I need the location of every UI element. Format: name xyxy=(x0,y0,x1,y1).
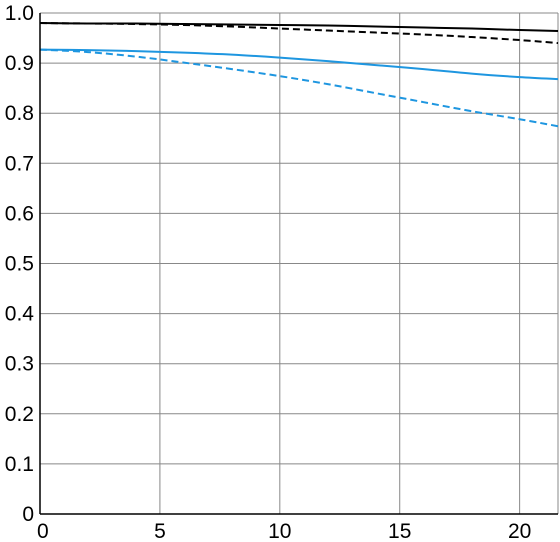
axes xyxy=(39,13,558,515)
y-tick-label: 0.9 xyxy=(5,52,34,75)
y-tick-label: 1.0 xyxy=(5,2,34,25)
x-tick-label: 5 xyxy=(154,520,166,542)
series-line-blue-solid xyxy=(39,48,559,81)
x-tick-label: 20 xyxy=(508,520,531,542)
x-tick-labels: 0 5 10 15 20 xyxy=(37,520,531,542)
y-tick-label: 0.7 xyxy=(5,152,34,175)
y-tick-label: 0 xyxy=(22,503,34,526)
x-tick-label: 10 xyxy=(268,520,291,542)
series-group xyxy=(39,22,559,128)
y-tick-label: 0.2 xyxy=(5,403,34,426)
x-tick-label: 0 xyxy=(37,520,49,542)
series-line-blue-dashed xyxy=(39,48,559,128)
y-tick-label: 0.6 xyxy=(5,202,34,225)
y-tick-label: 0.3 xyxy=(5,353,34,376)
y-tick-label: 0.5 xyxy=(5,253,34,276)
series-line-black-dashed xyxy=(39,22,559,45)
y-tick-labels: 0 0.1 0.2 0.3 0.4 0.5 0.6 0.7 0.8 0.9 1.0 xyxy=(5,2,35,526)
y-tick-label: 0.8 xyxy=(5,102,34,125)
y-tick-label: 0.4 xyxy=(5,303,35,326)
y-tick-label: 0.1 xyxy=(5,453,34,476)
x-tick-label: 15 xyxy=(388,520,411,542)
grid-lines xyxy=(39,12,559,515)
